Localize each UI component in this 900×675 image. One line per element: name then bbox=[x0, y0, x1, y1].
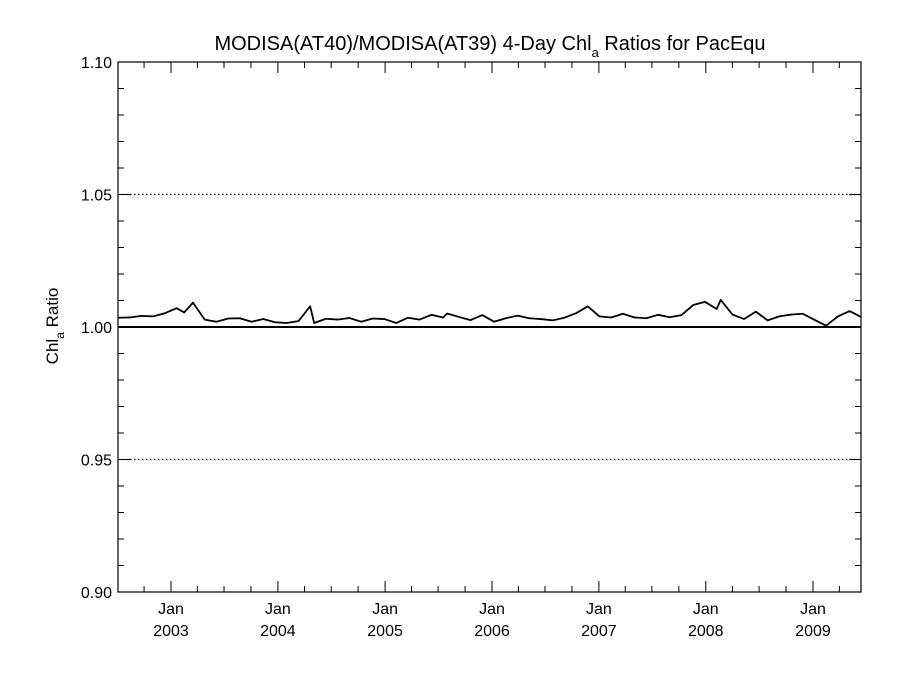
x-tick-label-month: Jan bbox=[586, 601, 612, 618]
x-tick-label-year: 2009 bbox=[795, 623, 831, 640]
x-tick-label-month: Jan bbox=[479, 601, 505, 618]
y-tick-label: 0.90 bbox=[81, 585, 112, 602]
x-tick-label-month: Jan bbox=[800, 601, 826, 618]
series-layer bbox=[117, 299, 862, 327]
chart-title-subscript: a bbox=[592, 45, 600, 60]
y-tick-label: 1.10 bbox=[81, 55, 112, 72]
y-tick-label: 0.95 bbox=[81, 453, 112, 470]
ratio-series-line bbox=[117, 299, 862, 327]
y-tick-label: 1.00 bbox=[81, 320, 112, 337]
chart-title: MODISA(AT40)/MODISA(AT39) 4-Day Chla Rat… bbox=[214, 33, 765, 60]
x-tick-label-month: Jan bbox=[158, 601, 184, 618]
x-tick-label-month: Jan bbox=[265, 601, 291, 618]
tick-label-layer: 0.90 0.95 1.00 1.05 1.10 Jan 2003 Jan 2004 Jan 200… bbox=[81, 55, 831, 640]
chart-title-rest: Ratios for PacEqu bbox=[599, 33, 766, 55]
plot-frame bbox=[117, 61, 862, 593]
x-tick-label-year: 2008 bbox=[688, 623, 724, 640]
chart-title-main: MODISA(AT40)/MODISA(AT39) 4-Day Chl bbox=[214, 33, 591, 55]
x-tick-label-month: Jan bbox=[372, 601, 398, 618]
x-tick-label-year: 2005 bbox=[367, 623, 403, 640]
x-tick-label-year: 2004 bbox=[260, 623, 296, 640]
y-axis-label: Chla Ratio bbox=[43, 288, 67, 365]
x-tick-label-year: 2007 bbox=[581, 623, 617, 640]
y-tick-label: 1.05 bbox=[81, 188, 112, 205]
y-axis-label-subscript: a bbox=[53, 332, 67, 339]
x-tick-label-year: 2003 bbox=[153, 623, 189, 640]
y-axis-label-rest: Ratio bbox=[43, 288, 62, 332]
x-tick-label-year: 2006 bbox=[474, 623, 510, 640]
x-tick-label-month: Jan bbox=[693, 601, 719, 618]
y-axis-label-main: Chl bbox=[43, 339, 62, 365]
